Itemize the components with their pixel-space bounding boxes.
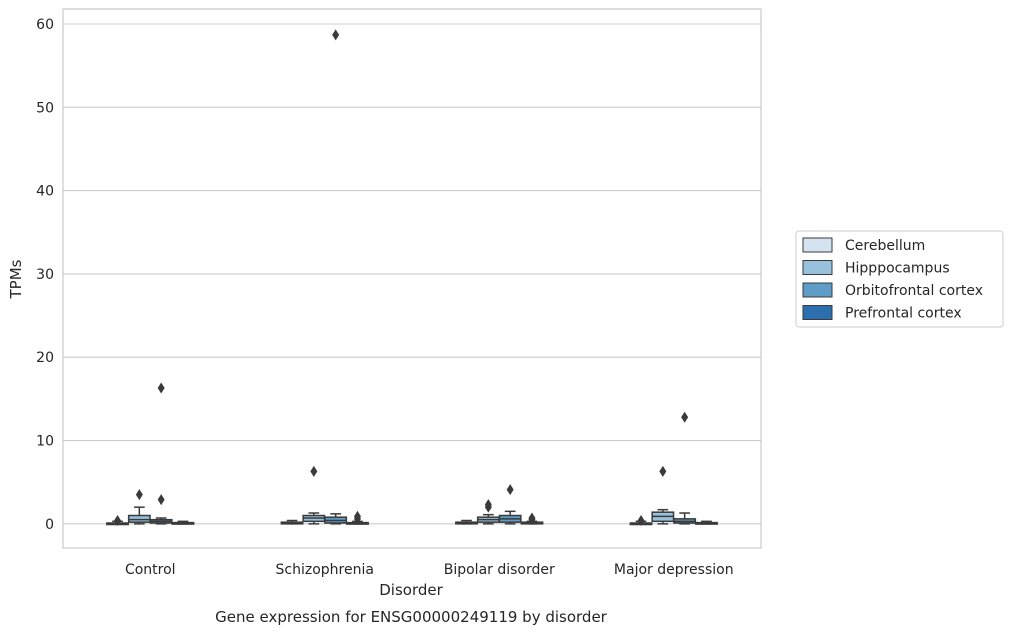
- y-tick-label: 40: [36, 184, 54, 200]
- outlier-point: [659, 465, 667, 477]
- y-tick-label: 0: [45, 517, 54, 533]
- legend-label-3: Prefrontal cortex: [845, 306, 962, 322]
- box-1-0: [280, 519, 304, 525]
- y-tick-labels: 0 10 20 30 40 50 60: [36, 17, 54, 533]
- legend-label-2: Orbitofrontal cortex: [845, 283, 983, 299]
- box-body: [127, 514, 151, 523]
- box-1-1: [302, 465, 326, 525]
- outlier-point: [637, 515, 645, 527]
- box-0-0: [106, 515, 129, 527]
- outlier-point: [135, 489, 143, 501]
- plot-frame: [62, 8, 762, 549]
- box-3-3: [695, 520, 718, 525]
- legend-label-0: Cerebellum: [845, 238, 925, 254]
- outlier-point: [484, 499, 492, 511]
- outlier-point: [332, 29, 340, 41]
- box-2-2: [498, 484, 522, 525]
- box-3-2: [673, 411, 697, 525]
- box-1-3: [346, 510, 369, 525]
- box-2-0: [455, 519, 478, 525]
- outlier-point: [157, 494, 165, 506]
- x-tick-label: Bipolar disorder: [444, 562, 555, 578]
- box-2-1: [476, 499, 500, 525]
- x-axis-label: Disorder: [379, 581, 443, 599]
- y-tick-label: 20: [36, 350, 54, 366]
- figure-caption: Gene expression for ENSG00000249119 by d…: [215, 608, 608, 626]
- y-axis-label: TPMs: [7, 259, 25, 299]
- box-2-3: [520, 512, 544, 526]
- box-0-1: [127, 489, 151, 525]
- box-plot-area: [106, 29, 718, 527]
- legend-label-1: Hipppocampus: [845, 261, 950, 277]
- x-tick-labels: Control Schizophrenia Bipolar disorder Majo…: [125, 562, 734, 578]
- box-0-2: [149, 382, 173, 525]
- outlier-point: [310, 465, 318, 477]
- y-tick-label: 60: [36, 17, 54, 33]
- y-tick-label: 30: [36, 267, 54, 283]
- x-tick-label: Major depression: [614, 562, 734, 578]
- outlier-point: [528, 512, 536, 524]
- legend-frame: [795, 230, 1004, 328]
- box-3-0: [629, 515, 653, 527]
- outlier-point: [681, 411, 689, 423]
- legend-swatch-2: [802, 282, 833, 298]
- y-tick-label: 50: [36, 100, 54, 116]
- x-tick-label: Schizophrenia: [276, 562, 374, 578]
- grid-lines: [63, 23, 761, 525]
- y-tick-label: 10: [36, 434, 54, 450]
- box-3-1: [651, 465, 675, 525]
- outlier-point: [353, 510, 361, 522]
- legend-swatch-3: [802, 305, 833, 320]
- box-0-3: [171, 520, 195, 525]
- outlier-point: [157, 382, 165, 394]
- outlier-point: [114, 515, 122, 527]
- outlier-point: [506, 484, 514, 496]
- legend: Cerebellum Hipppocampus Orbitofrontal cort…: [795, 230, 1004, 328]
- legend-swatch-0: [802, 237, 833, 253]
- box-1-2: [324, 29, 348, 525]
- legend-swatch-1: [802, 260, 833, 275]
- x-tick-label: Control: [125, 562, 176, 578]
